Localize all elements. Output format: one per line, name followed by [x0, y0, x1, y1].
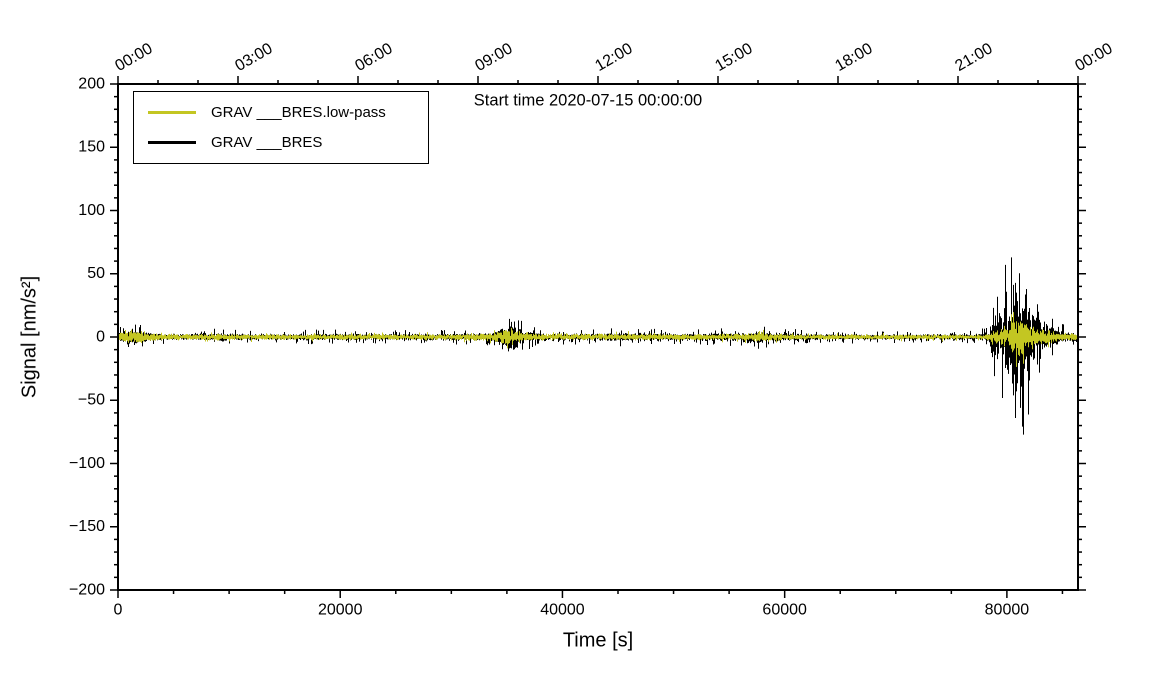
legend-item: GRAV ___BRES	[148, 134, 414, 151]
chart-title: Start time 2020-07-15 00:00:00	[473, 91, 703, 110]
legend-swatch-lowpass-line	[148, 111, 196, 114]
y-axis-label: Signal [nm/s²]	[18, 275, 41, 399]
legend-label-raw: GRAV ___BRES	[211, 134, 323, 151]
legend-swatch-raw-line	[148, 141, 196, 144]
x-axis-label: Time [s]	[562, 629, 634, 652]
legend-box: GRAV ___BRES.low-pass GRAV ___BRES	[133, 91, 429, 164]
legend-label-lowpass: GRAV ___BRES.low-pass	[211, 104, 386, 121]
legend-item: GRAV ___BRES.low-pass	[148, 104, 414, 121]
